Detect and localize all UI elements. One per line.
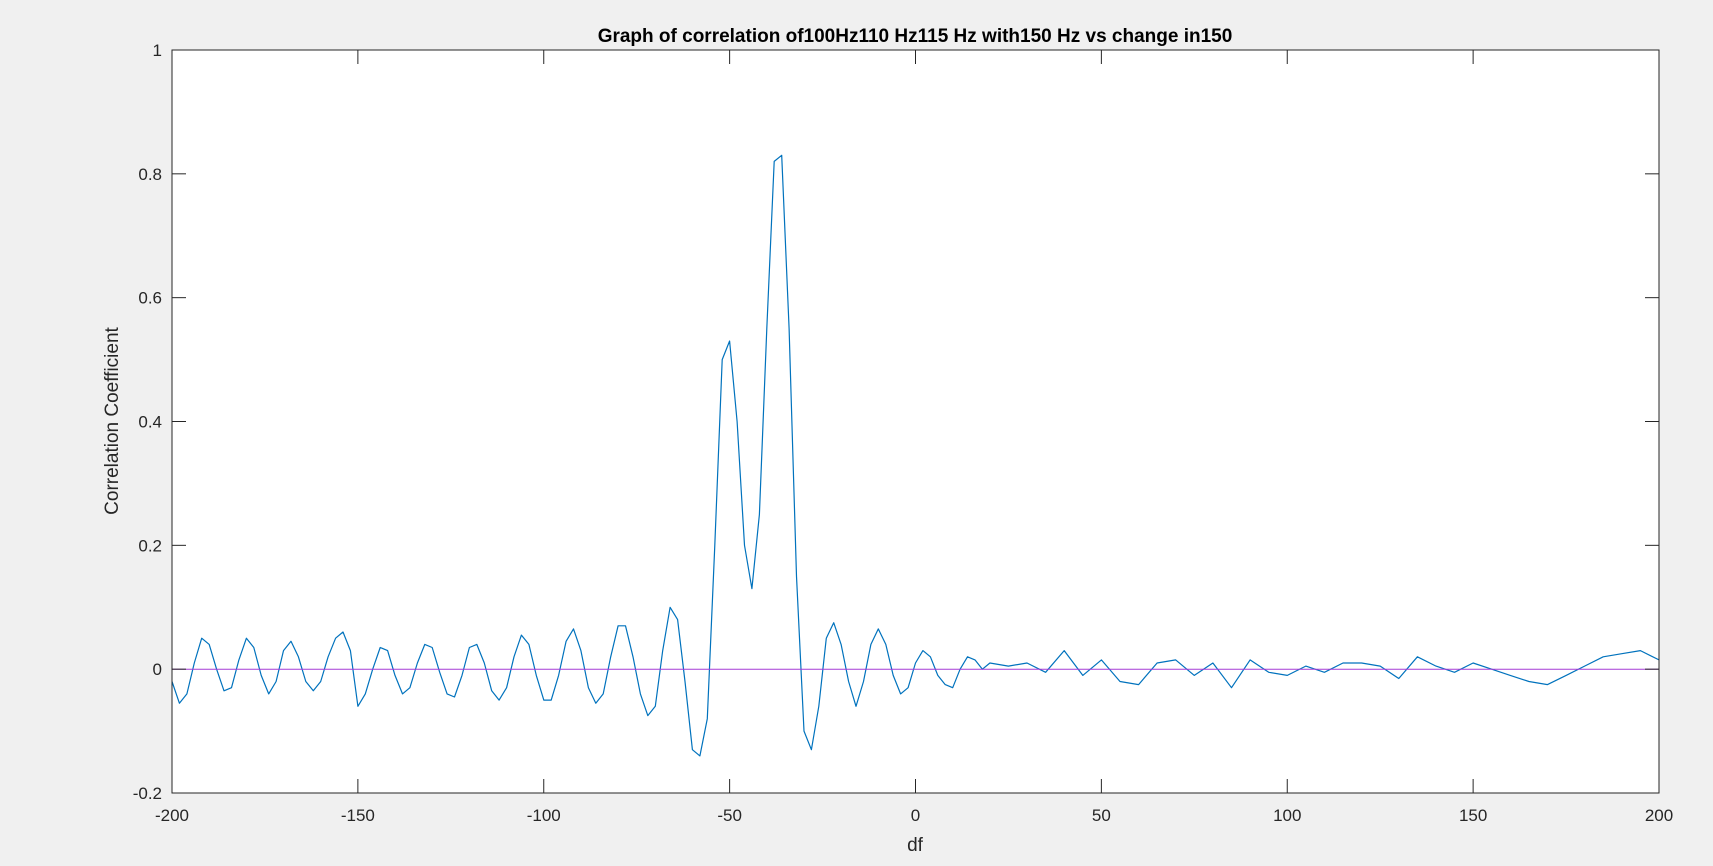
series-layer bbox=[171, 154, 1660, 757]
y-tick-label: 0.8 bbox=[138, 165, 162, 184]
x-tick-label: 100 bbox=[1273, 806, 1301, 825]
x-tick-label: -200 bbox=[155, 806, 189, 825]
x-tick-label: -50 bbox=[717, 806, 742, 825]
x-axis-ticks: -200 -150 -100 -50 0 50 100 150 200 bbox=[155, 50, 1673, 825]
y-tick-label: 1 bbox=[153, 41, 162, 60]
x-tick-label: 200 bbox=[1645, 806, 1673, 825]
y-tick-label: 0.6 bbox=[138, 289, 162, 308]
x-tick-label: -150 bbox=[341, 806, 375, 825]
axes-background bbox=[172, 50, 1659, 793]
x-tick-label: -100 bbox=[527, 806, 561, 825]
y-axis-label: Correlation Coefficient bbox=[102, 326, 123, 514]
y-tick-label: 0 bbox=[153, 660, 162, 679]
x-tick-label: 50 bbox=[1092, 806, 1111, 825]
x-axis-label: df bbox=[907, 835, 924, 856]
x-tick-label: 0 bbox=[911, 806, 920, 825]
y-tick-label: 0.2 bbox=[138, 536, 162, 555]
chart-title: Graph of correlation of100Hz110 Hz115 Hz… bbox=[598, 26, 1233, 47]
y-tick-label: -0.2 bbox=[133, 784, 162, 803]
x-tick-label: 150 bbox=[1459, 806, 1487, 825]
y-tick-label: 0.4 bbox=[138, 413, 162, 432]
y-axis-ticks: -0.2 0 0.2 0.4 0.6 0.8 1 bbox=[133, 41, 1659, 803]
